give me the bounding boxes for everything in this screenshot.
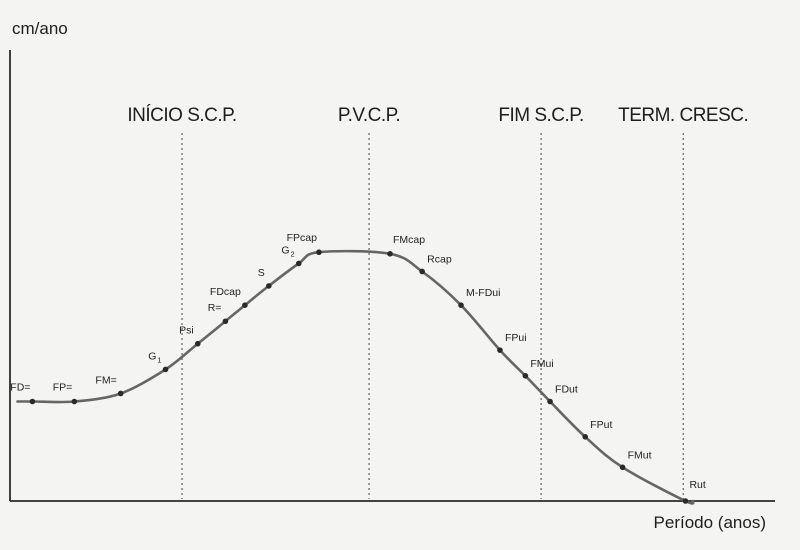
point-s [266, 283, 272, 289]
point-r [222, 318, 229, 325]
label-fdcap: FDcap [210, 286, 241, 298]
label-r: R= [208, 302, 222, 314]
phase-label-p-v-c-p: P.V.C.P. [338, 105, 400, 126]
label-m-fdui: M-FDui [466, 287, 500, 299]
point-fd [29, 398, 36, 405]
phase-markers: INÍCIO S.C.P. P.V.C.P. FIM S.C.P. TERM. CRE… [127, 105, 749, 499]
label-fdut: FDut [555, 383, 578, 395]
phase-label-in-cio-s-c-p: INÍCIO S.C.P. [127, 105, 236, 126]
label-fpcap: FPcap [287, 232, 318, 244]
point-rcap [419, 268, 425, 275]
label-s: S [258, 267, 265, 279]
point-fmcap [387, 251, 393, 257]
point-fmut [619, 464, 626, 471]
y-axis-label: cm/ano [12, 19, 68, 38]
point-g2 [295, 260, 302, 267]
label-rcap: Rcap [427, 253, 452, 265]
phase-label-term-cresc: TERM. CRESC. [618, 105, 748, 126]
point-m-fdui [458, 302, 464, 308]
point-rut [682, 498, 689, 504]
label-psi: Psi [179, 325, 194, 337]
label-fpui: FPui [505, 332, 527, 344]
label-fmui: FMui [530, 358, 553, 370]
growth-curve [16, 249, 695, 505]
point-fp [71, 398, 78, 405]
point-fpcap [316, 249, 322, 256]
point-psi [194, 340, 201, 347]
axes: cm/ano Período (anos) [9, 19, 775, 532]
point-fm [117, 390, 124, 397]
label-fmcap: FMcap [393, 234, 425, 246]
label-fp: FP= [53, 381, 73, 393]
point-fdut [547, 398, 553, 405]
label-fm: FM= [95, 374, 116, 386]
point-g1 [162, 366, 169, 373]
phase-label-fim-s-c-p: FIM S.C.P. [498, 105, 583, 126]
label-g1: G1 [148, 350, 161, 364]
label-fmut: FMut [628, 449, 652, 461]
label-rut: Rut [689, 479, 705, 491]
point-fput [582, 434, 589, 440]
label-fd: FD= [10, 381, 30, 393]
growth-velocity-line [16, 249, 695, 505]
x-axis-label: Período (anos) [654, 513, 766, 532]
point-fdcap [242, 302, 248, 308]
point-fpui [497, 347, 503, 353]
label-fput: FPut [590, 419, 612, 431]
point-fmui [522, 373, 529, 379]
label-g2: G2 [281, 244, 294, 258]
